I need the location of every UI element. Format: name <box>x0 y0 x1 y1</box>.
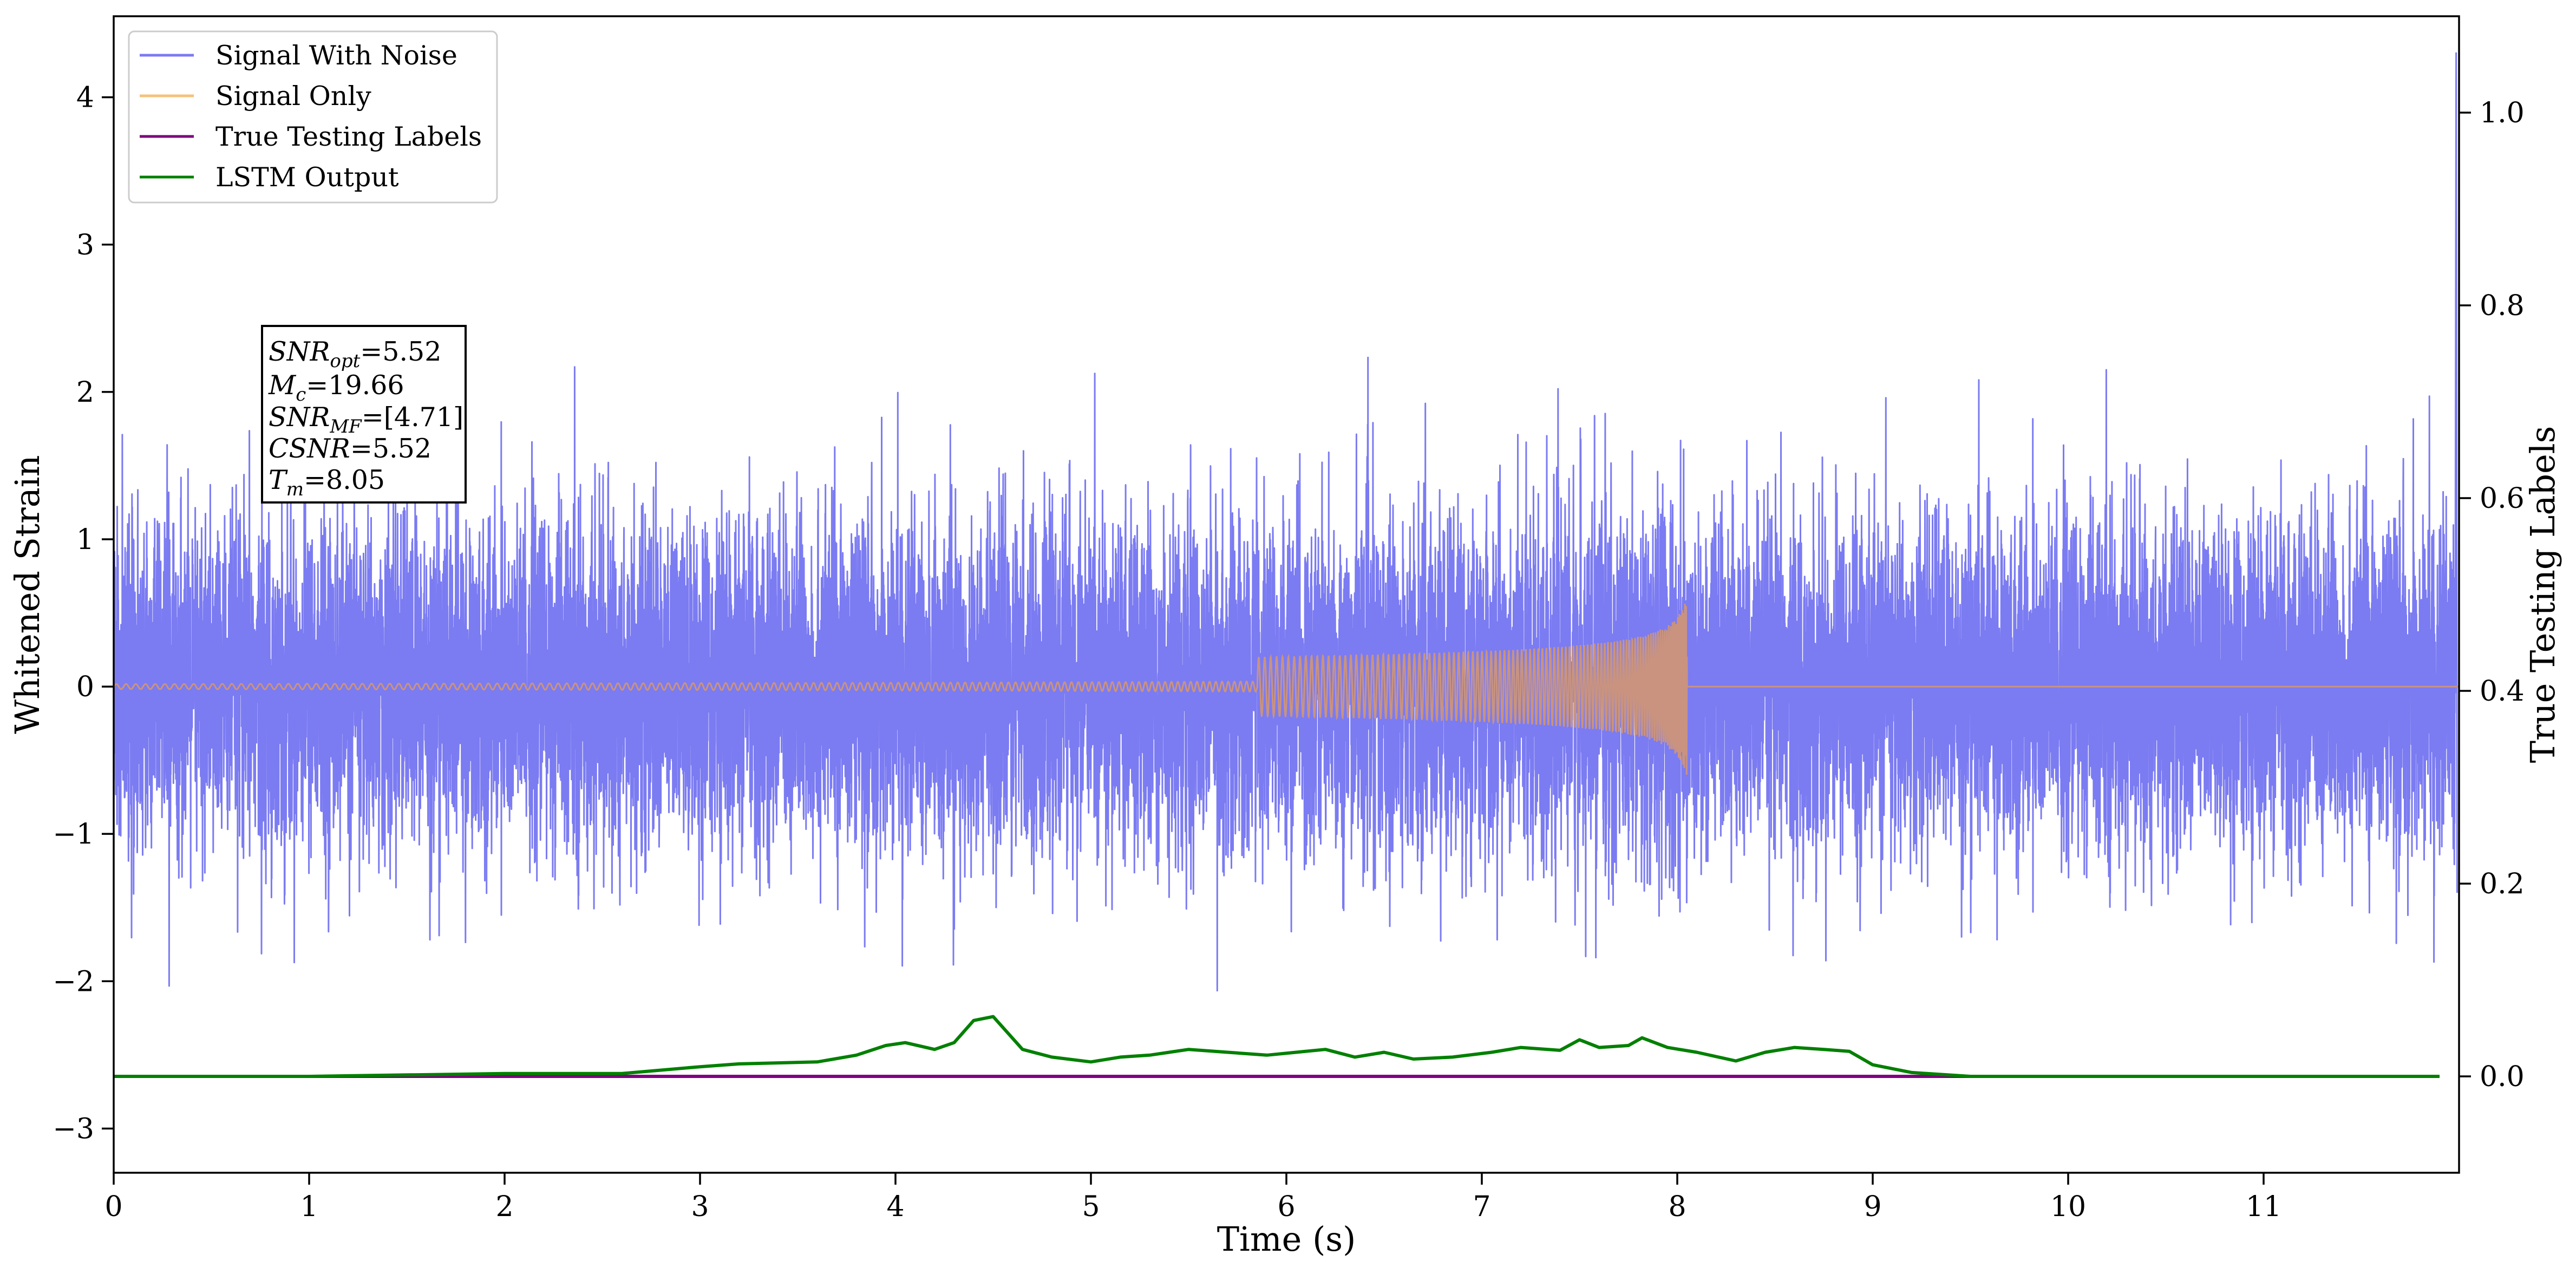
stat-csnr: CSNR=5.52 <box>269 433 431 464</box>
x-tick-label: 7 <box>1473 1191 1490 1223</box>
y-left-axis-ticks: −3 −2 −1 0 1 2 3 4 <box>53 82 114 1145</box>
y-right-tick-label: 0.0 <box>2480 1061 2525 1093</box>
y-left-tick-label: 2 <box>76 376 94 409</box>
x-tick-label: 11 <box>2246 1191 2281 1223</box>
legend-label-signal-only: Signal Only <box>215 81 371 112</box>
y-left-tick-label: −1 <box>53 818 94 851</box>
x-tick-label: 4 <box>886 1191 904 1223</box>
stats-annotation-frame <box>261 325 467 504</box>
x-tick-label: 6 <box>1277 1191 1295 1223</box>
y-right-axis-ticks: 0.0 0.2 0.4 0.6 0.8 1.0 <box>2459 97 2525 1093</box>
stat-snr-mf: SNRMF=[4.71] <box>269 402 463 437</box>
y-left-tick-label: 4 <box>76 82 94 114</box>
legend-label-lstm-output: LSTM Output <box>215 162 399 193</box>
stat-snr-opt: SNRopt=5.52 <box>269 336 441 372</box>
x-tick-label: 8 <box>1668 1191 1686 1223</box>
x-tick-label: 0 <box>104 1191 122 1223</box>
legend: Signal With Noise Signal Only True Testi… <box>128 30 498 204</box>
series-lstm-output <box>114 1015 2440 1078</box>
x-axis-ticks: 0 1 2 3 4 5 6 7 8 9 10 11 <box>104 1173 2281 1223</box>
y-right-axis-label: True Testing Labels <box>2523 426 2562 763</box>
x-tick-label: 2 <box>495 1191 513 1223</box>
y-right-tick-label: 0.6 <box>2480 482 2525 515</box>
y-left-tick-label: −2 <box>53 965 94 998</box>
x-axis-label: Time (s) <box>1217 1219 1356 1259</box>
legend-box <box>128 30 498 204</box>
y-left-tick-label: 1 <box>76 524 94 556</box>
stats-annotation-box: SNRopt=5.52 Mc=19.66 SNRMF=[4.71] CSNR=5… <box>261 325 467 504</box>
x-tick-label: 9 <box>1864 1191 1881 1223</box>
x-tick-label: 3 <box>691 1191 709 1223</box>
stat-mc: Mc=19.66 <box>268 370 404 406</box>
y-left-tick-label: 3 <box>76 229 94 262</box>
y-right-tick-label: 1.0 <box>2480 97 2525 129</box>
legend-label-signal-with-noise: Signal With Noise <box>215 40 457 71</box>
y-right-tick-label: 0.4 <box>2480 675 2525 708</box>
x-tick-label: 1 <box>300 1191 318 1223</box>
y-left-tick-label: −3 <box>53 1113 94 1145</box>
x-tick-label: 5 <box>1082 1191 1100 1223</box>
y-right-tick-label: 0.2 <box>2480 868 2525 900</box>
legend-label-true-testing-labels: True Testing Labels <box>215 121 482 152</box>
series-signal-with-noise <box>114 52 2458 992</box>
y-left-tick-label: 0 <box>76 671 94 703</box>
y-right-tick-label: 0.8 <box>2480 290 2525 322</box>
y-left-axis-label: Whitened Strain <box>8 455 47 734</box>
series-signal-only <box>114 603 2459 775</box>
series-layer <box>114 52 2459 1078</box>
x-tick-label: 10 <box>2050 1191 2086 1223</box>
stat-tm: Tm=8.05 <box>269 465 385 500</box>
